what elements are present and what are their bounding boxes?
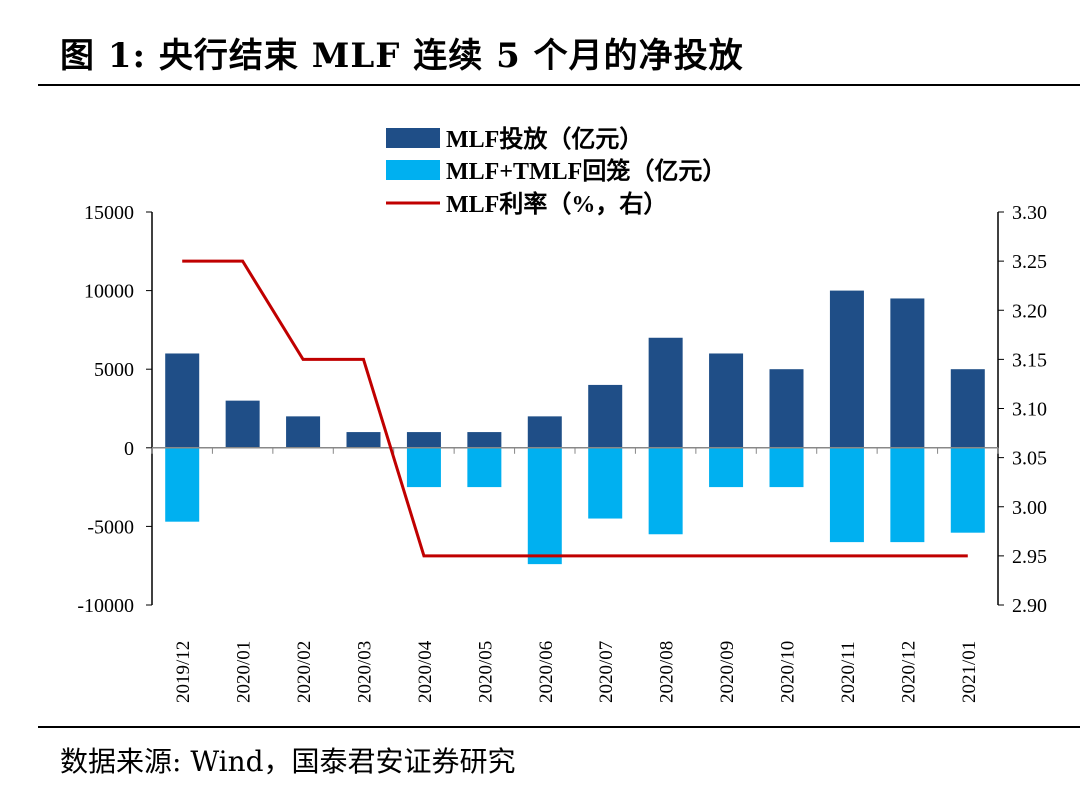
category-label: 2019/12 [173, 641, 194, 703]
title-rule [38, 84, 1080, 86]
bar-mlf-injection [346, 432, 381, 448]
category-label: 2020/09 [717, 641, 738, 703]
right-tick-label: 3.00 [1012, 497, 1047, 519]
category-label: 2020/02 [294, 641, 315, 703]
right-tick-label: 3.10 [1012, 399, 1047, 421]
bar-mlf-injection [286, 416, 321, 448]
bar-mlf-injection [769, 369, 804, 448]
category-label: 2021/01 [959, 641, 980, 703]
category-label: 2020/05 [475, 641, 496, 703]
category-label: 2020/07 [596, 641, 617, 703]
bar-mlf-injection [165, 353, 200, 448]
bar-mlf-injection [829, 290, 864, 448]
bar-mlf-withdrawal [950, 447, 985, 533]
right-tick-label: 3.20 [1012, 300, 1047, 322]
left-tick-label: 0 [124, 438, 134, 460]
category-label: 2020/10 [778, 641, 799, 703]
right-tick-label: 2.95 [1012, 546, 1047, 568]
legend-label: MLF利率（%，右） [446, 190, 667, 218]
bar-mlf-injection [588, 384, 623, 448]
right-tick-label: 3.30 [1012, 202, 1047, 224]
bar-mlf-withdrawal [709, 447, 744, 488]
left-tick-label: -5000 [87, 516, 134, 538]
category-label: 2020/08 [657, 641, 678, 703]
bar-mlf-injection [890, 298, 925, 448]
bar-mlf-withdrawal [829, 447, 864, 543]
bar-mlf-injection [527, 416, 562, 448]
category-label: 2020/01 [234, 641, 255, 703]
legend-swatch [386, 160, 440, 180]
figure-title: 图 1: 央行结束 MLF 连续 5 个月的净投放 [60, 36, 744, 76]
bar-mlf-withdrawal [467, 447, 502, 488]
bar-mlf-withdrawal [890, 447, 925, 543]
bar-mlf-withdrawal [527, 447, 562, 565]
right-tick-label: 2.90 [1012, 595, 1047, 617]
bar-mlf-injection [648, 337, 683, 448]
bar-mlf-withdrawal [769, 447, 804, 488]
bar-mlf-withdrawal [406, 447, 441, 488]
right-tick-label: 3.15 [1012, 349, 1047, 371]
category-label: 2020/06 [536, 641, 557, 703]
bar-mlf-injection [467, 432, 502, 448]
bar-mlf-withdrawal [588, 447, 623, 519]
bar-mlf-withdrawal [165, 447, 200, 522]
left-tick-label: 5000 [94, 359, 134, 381]
right-tick-label: 3.05 [1012, 448, 1047, 470]
bar-mlf-injection [709, 353, 744, 448]
bar-mlf-injection [950, 369, 985, 448]
right-tick-label: 3.25 [1012, 251, 1047, 273]
mlf-rate-line [182, 259, 968, 558]
legend-swatch [386, 128, 440, 148]
source-note: 数据来源: Wind，国泰君安证券研究 [60, 745, 516, 778]
category-label: 2020/03 [355, 641, 376, 703]
bar-mlf-injection [225, 400, 260, 448]
legend-label: MLF投放（亿元） [446, 125, 643, 153]
category-label: 2020/11 [838, 641, 859, 703]
category-label: 2020/04 [415, 640, 436, 703]
category-label: 2020/12 [898, 641, 919, 703]
legend-label: MLF+TMLF回笼（亿元） [446, 157, 726, 185]
footer-rule [38, 726, 1080, 728]
left-tick-label: 10000 [84, 281, 134, 303]
bar-mlf-withdrawal [648, 447, 683, 535]
left-tick-label: -10000 [77, 595, 134, 617]
left-tick-label: 15000 [84, 202, 134, 224]
bar-mlf-injection [406, 432, 441, 448]
